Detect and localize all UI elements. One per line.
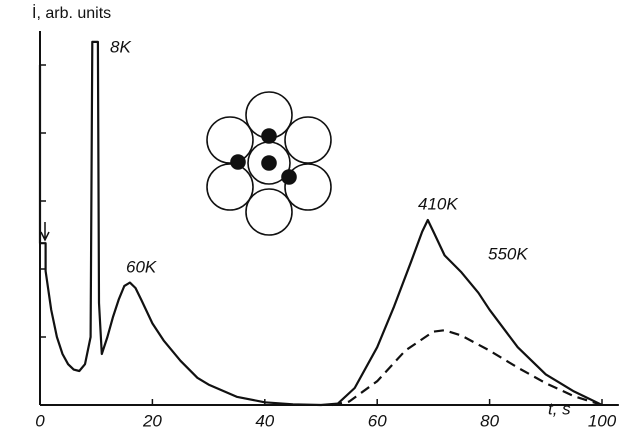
atom: [284, 116, 332, 164]
impurity: [281, 169, 297, 185]
atom: [206, 116, 254, 164]
x-tick-label: 60: [368, 411, 387, 430]
peak-annotation: 60K: [126, 257, 157, 276]
arrow: [40, 222, 50, 242]
peak-annotation: 410K: [418, 194, 458, 213]
x-axis-label: t, s: [548, 399, 571, 418]
x-tick-label: 0: [35, 411, 45, 430]
impurity: [261, 128, 277, 144]
peak-annotation: 550K: [488, 244, 528, 263]
x-tick-label: 20: [142, 411, 162, 430]
inset-lattice: [206, 91, 332, 236]
atom: [206, 163, 254, 211]
line-series: [331, 329, 603, 407]
line-series: [38, 40, 603, 407]
x-tick-label: 40: [255, 411, 274, 430]
x-tick-label: 100: [588, 411, 617, 430]
atom: [245, 188, 293, 236]
peak-annotation: 8K: [110, 37, 131, 56]
y-axis-label: İ, arb. units: [32, 3, 111, 22]
x-tick-label: 80: [480, 411, 499, 430]
impurity: [261, 155, 277, 171]
impurity: [230, 154, 246, 170]
